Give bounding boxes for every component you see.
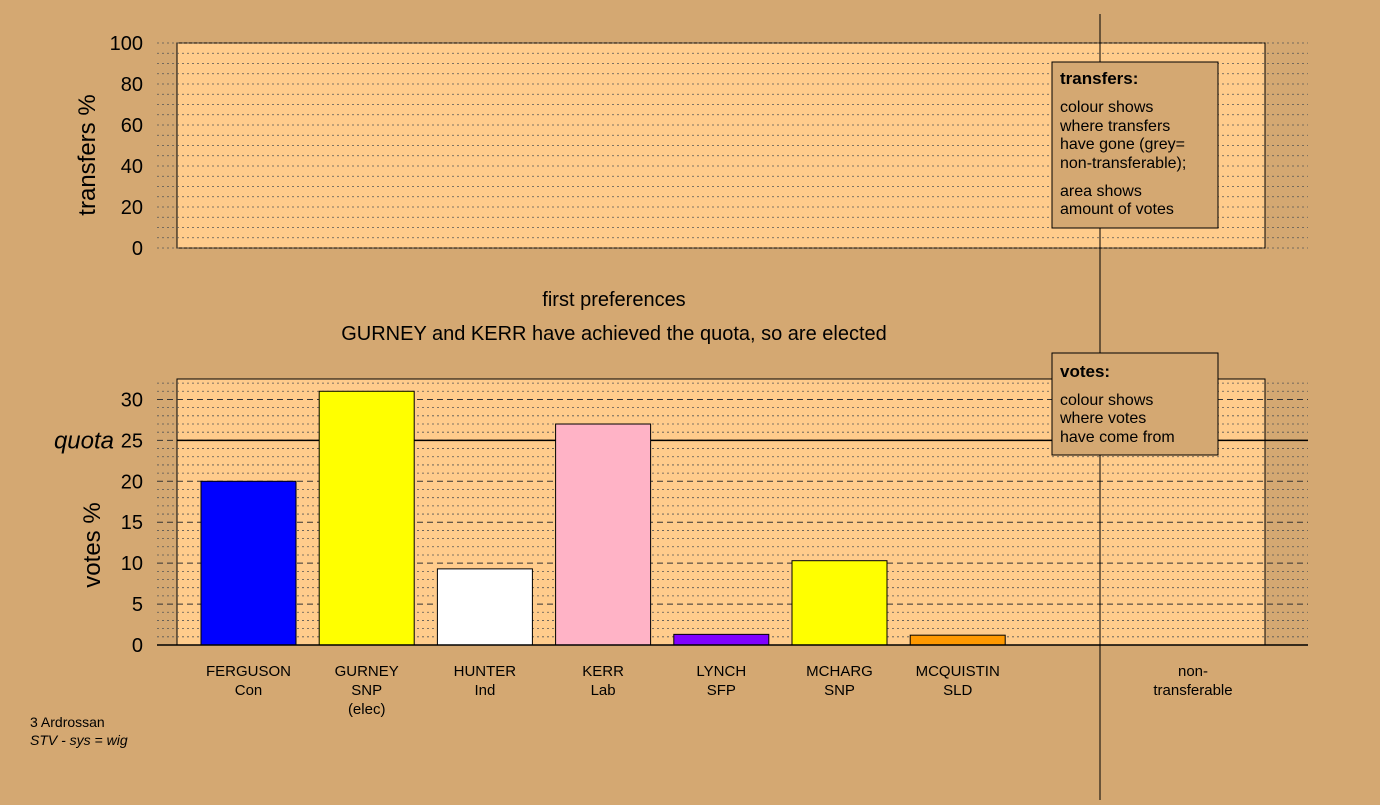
transfers-legend-line: have gone (grey= — [1060, 136, 1185, 153]
transfers-legend-line: colour shows — [1060, 99, 1153, 116]
votes-legend: votes: colour shows where votes have com… — [1051, 352, 1219, 456]
transfers-legend-line: where transfers — [1059, 118, 1170, 135]
y-tick-label: 100 — [110, 33, 143, 55]
votes-legend-line: have come from — [1060, 429, 1175, 446]
y-tick-label: 0 — [132, 238, 143, 260]
nontransferable-label-line2: transferable — [1153, 682, 1232, 699]
footer-system: STV - sys = wig — [30, 732, 128, 748]
candidate-party: Lab — [591, 682, 616, 699]
candidate-party: SNP — [824, 682, 855, 699]
transfers-gridlines — [157, 42, 1308, 249]
transfers-legend: transfers: colour shows where transfers … — [1051, 61, 1219, 229]
candidate-party: Ind — [474, 682, 495, 699]
stage-heading: first preferences — [542, 289, 685, 311]
candidate-name: GURNEY — [335, 663, 399, 680]
candidate-party: Con — [235, 682, 263, 699]
y-tick-label: 25 — [121, 430, 143, 452]
transfers-legend-line: non-transferable); — [1060, 155, 1186, 172]
candidate-name: KERR — [582, 663, 624, 680]
transfers-y-ticks: 0 20 40 60 80 100 — [110, 33, 143, 260]
bar-lynch — [673, 633, 770, 646]
transfers-y-axis-title: transfers % — [74, 94, 101, 215]
votes-legend-box — [1051, 352, 1219, 456]
transfers-legend-line: area shows — [1060, 183, 1142, 200]
candidate-name: LYNCH — [696, 663, 746, 680]
y-tick-label: 60 — [121, 115, 143, 137]
quota-label: quota — [54, 427, 114, 454]
y-tick-label: 80 — [121, 74, 143, 96]
y-tick-label: 10 — [121, 553, 143, 575]
votes-legend-title: votes: — [1060, 362, 1110, 381]
bar-gurney — [318, 390, 415, 646]
candidate-name: HUNTER — [454, 663, 517, 680]
candidate-party: SNP — [351, 682, 382, 699]
candidate-name: FERGUSON — [206, 663, 291, 680]
y-tick-label: 20 — [121, 197, 143, 219]
bar-ferguson — [200, 480, 297, 646]
bar-hunter — [436, 568, 533, 646]
candidate-name: MCHARG — [806, 663, 873, 680]
footer-constituency: 3 Ardrossan — [30, 714, 105, 730]
y-tick-label: 40 — [121, 156, 143, 178]
status-heading: GURNEY and KERR have achieved the quota,… — [341, 323, 887, 345]
transfers-legend-title: transfers: — [1060, 69, 1138, 88]
y-tick-label: 30 — [121, 389, 143, 411]
candidate-name: MCQUISTIN — [916, 663, 1000, 680]
candidate-labels: FERGUSON Con GURNEY SNP (elec) HUNTER Ind KERR L… — [206, 663, 1000, 718]
transfers-legend-box — [1051, 61, 1219, 229]
votes-legend-line: where votes — [1059, 410, 1146, 427]
transfers-legend-line: amount of votes — [1060, 201, 1174, 218]
y-tick-label: 20 — [121, 471, 143, 493]
votes-y-ticks: 0 5 10 15 20 25 30 — [121, 389, 143, 657]
votes-y-axis-title: votes % — [79, 502, 106, 587]
candidate-party: SLD — [943, 682, 972, 699]
candidate-note: (elec) — [348, 701, 386, 718]
y-tick-label: 5 — [132, 594, 143, 616]
bar-mcharg — [791, 560, 888, 646]
bar-mcquistin — [909, 634, 1006, 646]
y-tick-label: 0 — [132, 635, 143, 657]
y-tick-label: 15 — [121, 512, 143, 534]
votes-legend-line: colour shows — [1060, 392, 1153, 409]
nontransferable-label-line1: non- — [1178, 663, 1208, 680]
bar-kerr — [555, 423, 652, 646]
candidate-party: SFP — [707, 682, 736, 699]
vote-bars — [200, 390, 1006, 646]
